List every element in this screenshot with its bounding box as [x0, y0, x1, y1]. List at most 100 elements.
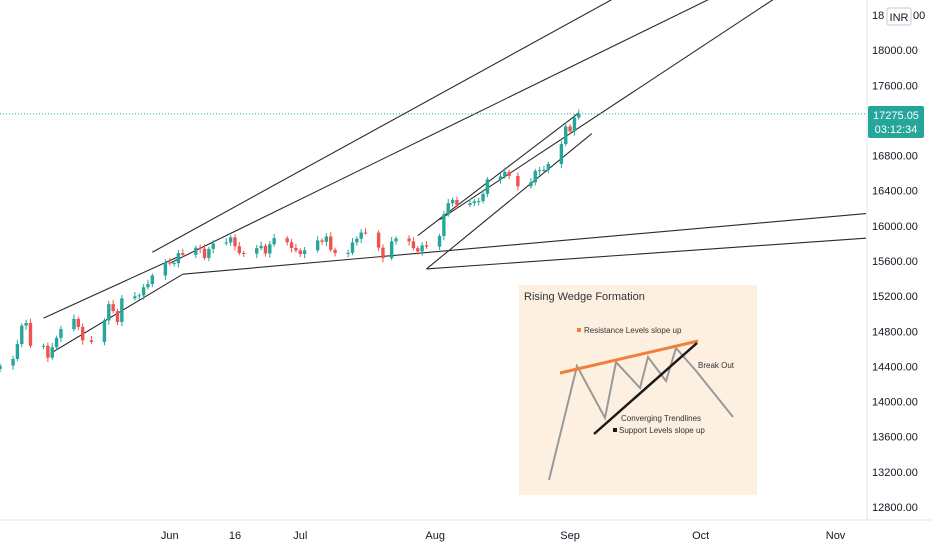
candle-body[interactable]: [568, 126, 572, 132]
candle-body[interactable]: [289, 242, 294, 248]
candle-body[interactable]: [141, 287, 146, 296]
candle-body[interactable]: [350, 242, 355, 253]
candle-body[interactable]: [198, 247, 202, 249]
trendline[interactable]: [152, 0, 639, 253]
candle-body[interactable]: [302, 250, 307, 254]
candle-body[interactable]: [20, 325, 24, 345]
candle-body[interactable]: [294, 247, 298, 251]
candle-body[interactable]: [559, 144, 564, 164]
candle-body[interactable]: [359, 232, 363, 239]
candle-body[interactable]: [46, 345, 50, 358]
candle-body[interactable]: [272, 238, 276, 245]
candle-body[interactable]: [481, 193, 485, 202]
candle-body[interactable]: [54, 337, 59, 348]
candle-body[interactable]: [268, 244, 272, 254]
candle-body[interactable]: [111, 304, 115, 312]
currency-badge[interactable]: INR: [886, 7, 912, 26]
trendline[interactable]: [169, 0, 740, 264]
candle-body[interactable]: [285, 238, 289, 243]
candle-body[interactable]: [146, 284, 150, 288]
candle-body[interactable]: [241, 253, 246, 255]
candle-body[interactable]: [24, 322, 28, 326]
candle-body[interactable]: [72, 318, 76, 330]
candle-body[interactable]: [389, 241, 394, 259]
trendline[interactable]: [182, 213, 867, 275]
candle-body[interactable]: [224, 242, 228, 244]
candle-body[interactable]: [137, 295, 141, 297]
candle-body[interactable]: [172, 263, 176, 265]
candle-body[interactable]: [320, 240, 324, 242]
candle-body[interactable]: [529, 182, 533, 187]
candle-body[interactable]: [102, 320, 107, 343]
trendline[interactable]: [426, 133, 593, 270]
candle-body[interactable]: [315, 240, 320, 251]
candle-body[interactable]: [546, 163, 551, 170]
candle-body[interactable]: [498, 176, 503, 180]
candle-body[interactable]: [346, 252, 350, 254]
candle-body[interactable]: [446, 203, 450, 215]
candle-body[interactable]: [107, 304, 111, 321]
candle-body[interactable]: [80, 326, 85, 341]
candle-body[interactable]: [0, 365, 2, 370]
candle-body[interactable]: [324, 236, 329, 242]
candle-body[interactable]: [516, 175, 520, 187]
candle-body[interactable]: [503, 171, 507, 177]
candle-body[interactable]: [263, 245, 268, 254]
candle-body[interactable]: [355, 238, 359, 243]
trendline[interactable]: [426, 237, 867, 270]
candle-body[interactable]: [11, 358, 15, 366]
trendline[interactable]: [439, 0, 797, 221]
candle-body[interactable]: [472, 201, 477, 204]
candle-body[interactable]: [59, 329, 63, 338]
candle-body[interactable]: [455, 199, 459, 205]
candle-body[interactable]: [533, 170, 537, 183]
candle-body[interactable]: [420, 245, 424, 252]
candle-body[interactable]: [176, 253, 181, 264]
candle-body[interactable]: [207, 248, 211, 258]
candle-body[interactable]: [228, 237, 233, 243]
candle-body[interactable]: [168, 262, 172, 264]
candle-body[interactable]: [150, 275, 155, 285]
candle-body[interactable]: [407, 238, 411, 242]
time-axis[interactable]: Jun 16 Jul Aug Sep Oct Nov: [0, 519, 932, 542]
candle-body[interactable]: [416, 248, 420, 252]
trendline[interactable]: [43, 256, 179, 319]
candle-body[interactable]: [363, 232, 368, 234]
candle-body[interactable]: [476, 201, 481, 203]
candle-body[interactable]: [485, 179, 490, 194]
candle-body[interactable]: [507, 171, 511, 176]
candle-body[interactable]: [259, 245, 263, 249]
candle-body[interactable]: [76, 318, 81, 327]
candle-body[interactable]: [537, 170, 542, 172]
candle-body[interactable]: [468, 203, 472, 205]
candle-body[interactable]: [424, 245, 429, 247]
candle-body[interactable]: [564, 126, 568, 145]
candle-body[interactable]: [450, 199, 455, 204]
candle-body[interactable]: [333, 249, 337, 254]
candle-body[interactable]: [233, 237, 237, 247]
candle-body[interactable]: [41, 345, 46, 347]
price-axis[interactable]: 12800.00 13200.00 13600.00 14000.00 14400.00…: [866, 0, 925, 520]
candle-body[interactable]: [133, 296, 137, 299]
candle-body[interactable]: [89, 340, 94, 343]
candle-body[interactable]: [542, 169, 546, 171]
candle-body[interactable]: [211, 243, 215, 249]
candle-body[interactable]: [194, 247, 198, 255]
candle-body[interactable]: [237, 246, 242, 254]
trendline[interactable]: [417, 112, 580, 236]
candle-body[interactable]: [437, 235, 442, 247]
candle-body[interactable]: [329, 236, 333, 250]
candle-body[interactable]: [572, 117, 577, 132]
candle-body[interactable]: [50, 347, 54, 358]
candle-body[interactable]: [163, 262, 168, 276]
candle-body[interactable]: [381, 247, 385, 259]
candle-body[interactable]: [376, 232, 381, 248]
candle-body[interactable]: [181, 253, 185, 255]
candle-body[interactable]: [202, 248, 207, 258]
candle-body[interactable]: [394, 238, 398, 242]
candle-body[interactable]: [442, 214, 446, 236]
candle-body[interactable]: [15, 344, 20, 359]
candle-body[interactable]: [28, 322, 33, 346]
candle-body[interactable]: [115, 311, 120, 322]
